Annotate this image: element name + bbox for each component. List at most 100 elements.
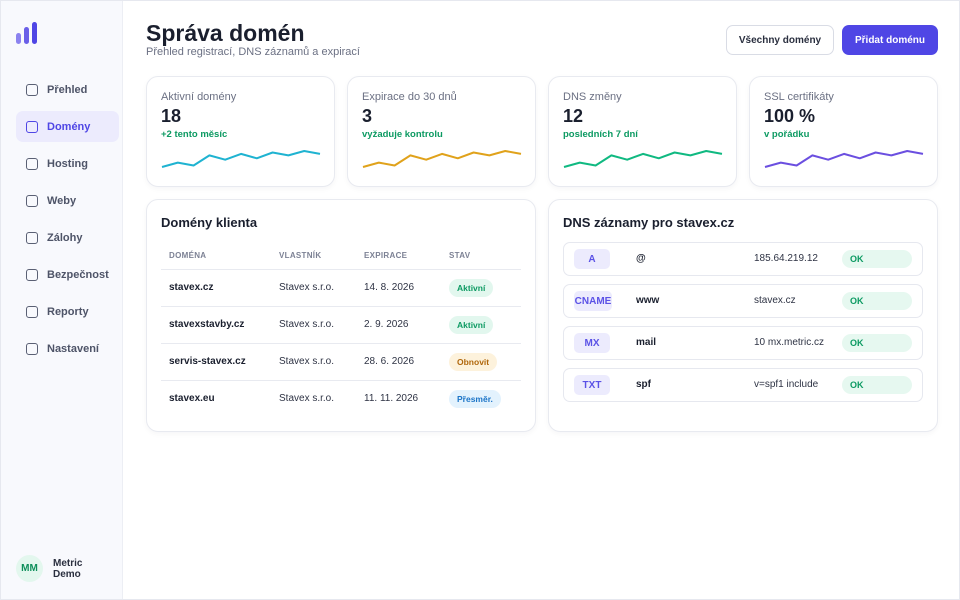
status-cell: Přesměr.: [441, 380, 521, 417]
status-badge: Aktivní: [449, 278, 494, 297]
dns-record-row[interactable]: MX mail 10 mx.metric.cz OK: [563, 326, 923, 360]
sparkline: [563, 150, 723, 168]
domain-cell[interactable]: servis-stavex.cz: [161, 343, 271, 381]
sidebar-item-domeny[interactable]: Domény: [16, 111, 119, 142]
sidebar-item-hosting[interactable]: Hosting: [16, 148, 119, 179]
owner-cell: Stavex s.r.o.: [271, 343, 356, 381]
stat-note: v pořádku: [764, 129, 810, 140]
dns-status-badge: OK: [842, 334, 912, 352]
dns-record-row[interactable]: TXT spf v=spf1 include OK: [563, 368, 923, 402]
dns-type-badge: A: [574, 249, 610, 269]
status-badge: Obnovit: [449, 352, 498, 371]
expiry-cell: 14. 8. 2026: [356, 269, 441, 307]
avatar: MM: [16, 555, 43, 582]
table-row[interactable]: servis-stavex.cz Stavex s.r.o. 28. 6. 20…: [161, 343, 521, 381]
user-name: Metric Demo: [53, 557, 83, 580]
dns-record-value: stavex.cz: [754, 295, 796, 306]
table-header-row: DOMÉNA VLASTNÍK EXPIRACE STAV: [161, 243, 521, 270]
owner-cell: Stavex s.r.o.: [271, 306, 356, 344]
sidebar: Přehled Domény Hosting Weby Zálohy Bezpe…: [1, 1, 123, 599]
sidebar-item-bezpecnost[interactable]: Bezpečnost: [16, 259, 119, 290]
sidebar-item-reporty[interactable]: Reporty: [16, 296, 119, 327]
page-subtitle: Přehled registrací, DNS záznamů a expira…: [146, 46, 360, 58]
status-cell: Obnovit: [441, 343, 521, 381]
dns-record-name: @: [636, 253, 646, 264]
sidebar-item-label: Přehled: [47, 83, 88, 96]
sidebar-item-label: Nastavení: [47, 342, 99, 355]
add-domain-button[interactable]: Přidat doménu: [842, 25, 938, 55]
status-cell: Aktivní: [441, 306, 521, 344]
sidebar-item-zalohy[interactable]: Zálohy: [16, 222, 119, 253]
sidebar-item-prehled[interactable]: Přehled: [16, 74, 119, 105]
domains-panel: Domény klienta DOMÉNA VLASTNÍK EXPIRACE …: [146, 199, 536, 432]
owner-cell: Stavex s.r.o.: [271, 269, 356, 307]
stat-card-active-domains: Aktivní domény 18 +2 tento měsíc: [146, 76, 335, 187]
sidebar-item-label: Reporty: [47, 305, 89, 318]
dns-type-badge: CNAME: [574, 291, 612, 311]
dns-type-badge: MX: [574, 333, 610, 353]
sparkline-path: [362, 150, 522, 168]
stat-value: 3: [362, 106, 373, 126]
column-header-expiry[interactable]: EXPIRACE: [356, 243, 441, 270]
column-header-status[interactable]: STAV: [441, 243, 521, 270]
table-row[interactable]: stavexstavby.cz Stavex s.r.o. 2. 9. 2026…: [161, 306, 521, 344]
dns-record-value: v=spf1 include: [754, 379, 819, 390]
sparkline-path: [563, 150, 723, 168]
domain-cell[interactable]: stavexstavby.cz: [161, 306, 271, 344]
nav-square-icon: [26, 342, 38, 355]
sidebar-item-label: Hosting: [47, 157, 88, 170]
dns-type-badge: TXT: [574, 375, 610, 395]
nav-square-icon: [26, 194, 38, 207]
stat-label: Aktivní domény: [161, 91, 237, 103]
dns-record-value: 185.64.219.12: [754, 253, 818, 264]
logo-icon[interactable]: [16, 22, 40, 44]
stat-note: +2 tento měsíc: [161, 129, 228, 140]
stat-value: 18: [161, 106, 182, 126]
owner-cell: Stavex s.r.o.: [279, 393, 335, 405]
stat-note: posledních 7 dní: [563, 129, 638, 140]
domain-cell[interactable]: stavex.eu: [169, 393, 215, 405]
table-row[interactable]: stavex.eu Stavex s.r.o. 11. 11. 2026 Pře…: [161, 380, 521, 417]
stat-value: 100 %: [764, 106, 816, 126]
expiry-cell: 28. 6. 2026: [356, 343, 441, 381]
sparkline: [764, 150, 924, 168]
nav-square-icon: [26, 157, 38, 170]
sparkline-path: [764, 150, 924, 168]
dns-record-row[interactable]: A @ 185.64.219.12 OK: [563, 242, 923, 276]
stat-note: vyžaduje kontrolu: [362, 129, 443, 140]
stat-label: Expirace do 30 dnů: [362, 91, 457, 103]
dns-panel-title: DNS záznamy pro stavex.cz: [563, 215, 735, 230]
sidebar-item-nastaveni[interactable]: Nastavení: [16, 333, 119, 364]
domains-panel-title: Domény klienta: [161, 215, 258, 230]
page-title: Správa domén: [146, 20, 305, 46]
dns-record-name: spf: [636, 379, 651, 390]
status-badge: Aktivní: [449, 315, 494, 334]
expiry-cell: 11. 11. 2026: [364, 393, 419, 405]
stat-value: 12: [563, 106, 584, 126]
sidebar-item-weby[interactable]: Weby: [16, 185, 119, 216]
sparkline: [362, 150, 522, 168]
nav-square-icon: [26, 305, 38, 318]
dns-record-name: www: [636, 295, 660, 306]
all-domains-button[interactable]: Všechny domény: [726, 25, 834, 55]
sidebar-item-label: Zálohy: [47, 231, 83, 244]
column-header-owner[interactable]: VLASTNÍK: [271, 243, 356, 270]
dns-status-badge: OK: [842, 292, 912, 310]
stat-label: SSL certifikáty: [764, 91, 834, 103]
user-profile[interactable]: MM Metric Demo: [16, 555, 93, 582]
domain-cell[interactable]: stavex.cz: [161, 269, 271, 307]
dns-panel: DNS záznamy pro stavex.cz A @ 185.64.219…: [548, 199, 938, 432]
nav-square-icon: [26, 231, 38, 244]
sparkline: [161, 150, 321, 168]
sparkline-path: [161, 150, 321, 168]
dns-record-row[interactable]: CNAME www stavex.cz OK: [563, 284, 923, 318]
nav-square-icon: [26, 83, 38, 96]
sidebar-item-label: Weby: [47, 194, 77, 207]
nav-square-icon: [26, 120, 38, 133]
table-row[interactable]: stavex.cz Stavex s.r.o. 14. 8. 2026 Akti…: [161, 269, 521, 307]
sidebar-item-label: Domény: [47, 120, 91, 133]
sidebar-nav: Přehled Domény Hosting Weby Zálohy Bezpe…: [16, 74, 119, 370]
dns-status-badge: OK: [842, 376, 912, 394]
column-header-domain[interactable]: DOMÉNA: [161, 243, 271, 270]
